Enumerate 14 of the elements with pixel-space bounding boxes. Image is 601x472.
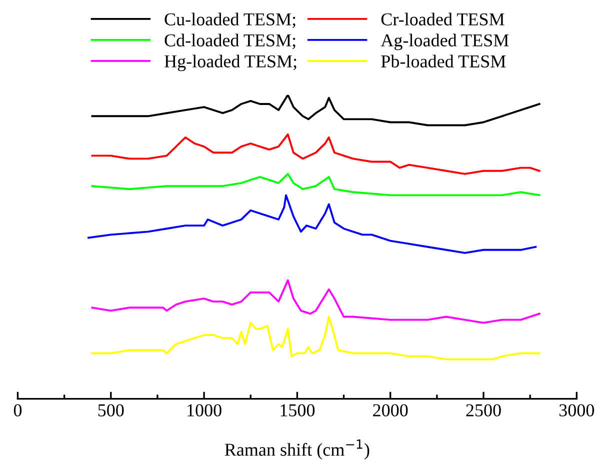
x-tick-label: 2000 [373,404,408,416]
x-tick-label: 500 [98,404,124,416]
legend-label: Cu-loaded TESM; [164,12,296,28]
legend-label: Hg-loaded TESM; [164,54,296,72]
legend-label: Pb-loaded TESM [381,54,506,68]
x-tick-label: 3000 [559,404,594,416]
x-tick-label: 1000 [188,404,222,416]
x-tick-label: 2500 [466,404,501,416]
legend-label: Ag-loaded TESM [380,34,509,50]
x-tick-label: 0 [14,404,22,416]
x-axis-title: Raman shift (cm$^{−1}$) [224,440,370,460]
legend-label: Cr-loaded TESM [381,12,504,26]
legend-label: Cd-loaded TESM; [164,34,296,50]
x-tick-label: 1500 [280,404,315,416]
